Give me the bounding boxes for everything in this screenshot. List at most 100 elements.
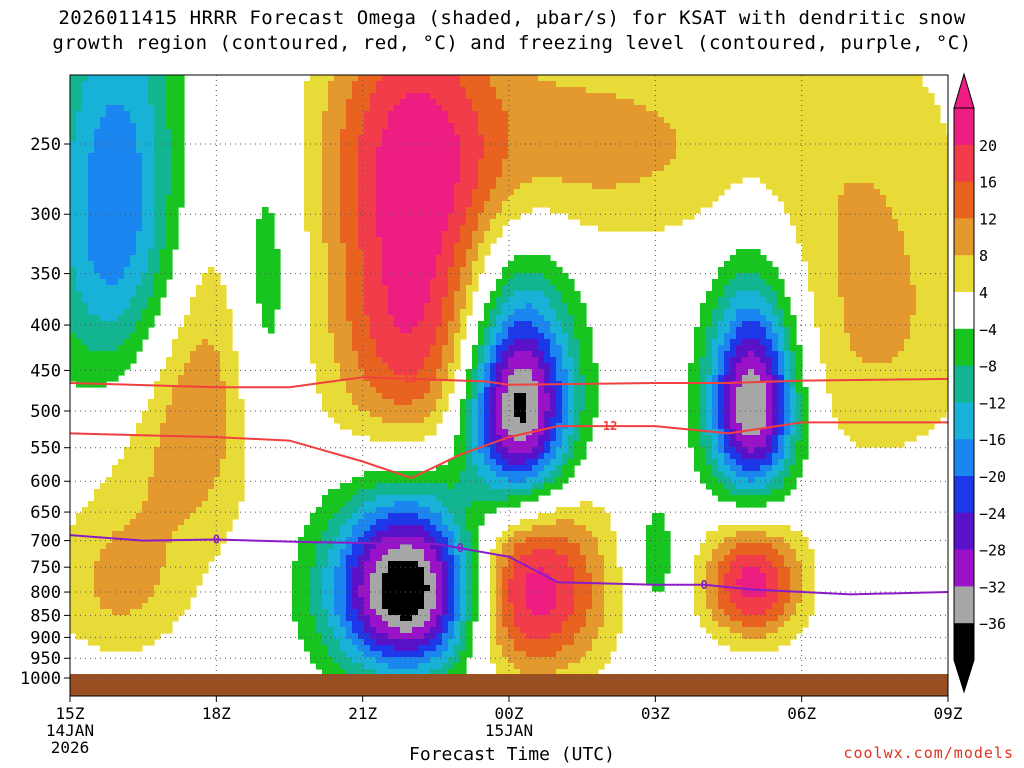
omega-cell [940,147,947,154]
omega-cell [820,333,827,340]
omega-cell [310,237,317,244]
omega-cell [118,141,125,148]
omega-cell [892,105,899,112]
omega-cell [796,153,803,160]
omega-cell [442,177,449,184]
omega-cell [652,225,659,232]
omega-cell [520,291,527,298]
omega-cell [328,285,335,292]
omega-cell [526,327,533,334]
omega-cell [898,195,905,202]
omega-cell [814,207,821,214]
omega-cell [136,249,143,256]
omega-cell [838,99,845,106]
omega-cell [442,255,449,262]
omega-cell [310,333,317,340]
omega-cell [148,147,155,154]
omega-cell [340,339,347,346]
omega-cell [910,339,917,346]
omega-cell [592,153,599,160]
omega-cell [322,219,329,226]
omega-cell [868,231,875,238]
omega-cell [904,165,911,172]
omega-cell [832,339,839,346]
omega-cell [502,135,509,142]
omega-cell [814,237,821,244]
omega-cell [208,315,215,322]
omega-cell [850,147,857,154]
omega-cell [886,99,893,106]
omega-cell [694,141,701,148]
omega-cell [442,81,449,88]
omega-cell [814,75,821,82]
omega-cell [748,147,755,154]
omega-cell [922,117,929,124]
omega-cell [820,267,827,274]
omega-cell [106,135,113,142]
omega-cell [928,135,935,142]
omega-cell [436,315,443,322]
omega-cell [922,315,929,322]
omega-cell [508,165,515,172]
omega-cell [754,141,761,148]
omega-cell [802,123,809,130]
omega-cell [388,99,395,106]
omega-cell [790,195,797,202]
omega-cell [364,327,371,334]
omega-cell [844,285,851,292]
omega-cell [124,153,131,160]
omega-cell [934,321,941,328]
omega-cell [82,219,89,226]
omega-cell [334,165,341,172]
omega-cell [94,339,101,346]
omega-cell [142,309,149,316]
omega-cell [76,153,83,160]
omega-cell [916,99,923,106]
omega-cell [322,321,329,328]
omega-cell [400,207,407,214]
omega-cell [562,135,569,142]
omega-cell [508,171,515,178]
omega-cell [622,129,629,136]
omega-cell [412,123,419,130]
omega-cell [742,255,749,262]
omega-cell [550,105,557,112]
omega-cell [376,105,383,112]
omega-cell [160,75,167,82]
omega-cell [850,297,857,304]
omega-cell [928,129,935,136]
omega-cell [586,213,593,220]
omega-cell [334,99,341,106]
omega-cell [136,183,143,190]
omega-cell [610,87,617,94]
omega-cell [400,111,407,118]
omega-cell [604,189,611,196]
omega-cell [382,225,389,232]
omega-cell [268,261,275,268]
omega-cell [838,219,845,226]
omega-cell [928,225,935,232]
omega-cell [622,105,629,112]
omega-cell [844,117,851,124]
omega-cell [880,171,887,178]
omega-cell [568,93,575,100]
omega-cell [340,315,347,322]
omega-cell [610,213,617,220]
omega-cell [718,273,725,280]
omega-cell [514,165,521,172]
omega-cell [838,249,845,256]
omega-cell [766,261,773,268]
omega-cell [316,165,323,172]
omega-cell [76,327,83,334]
omega-cell [796,171,803,178]
omega-cell [598,105,605,112]
omega-cell [136,81,143,88]
omega-cell [322,183,329,190]
omega-cell [208,291,215,298]
omega-cell [850,231,857,238]
omega-cell [814,297,821,304]
omega-cell [694,75,701,82]
omega-cell [154,159,161,166]
omega-cell [694,99,701,106]
omega-cell [562,201,569,208]
